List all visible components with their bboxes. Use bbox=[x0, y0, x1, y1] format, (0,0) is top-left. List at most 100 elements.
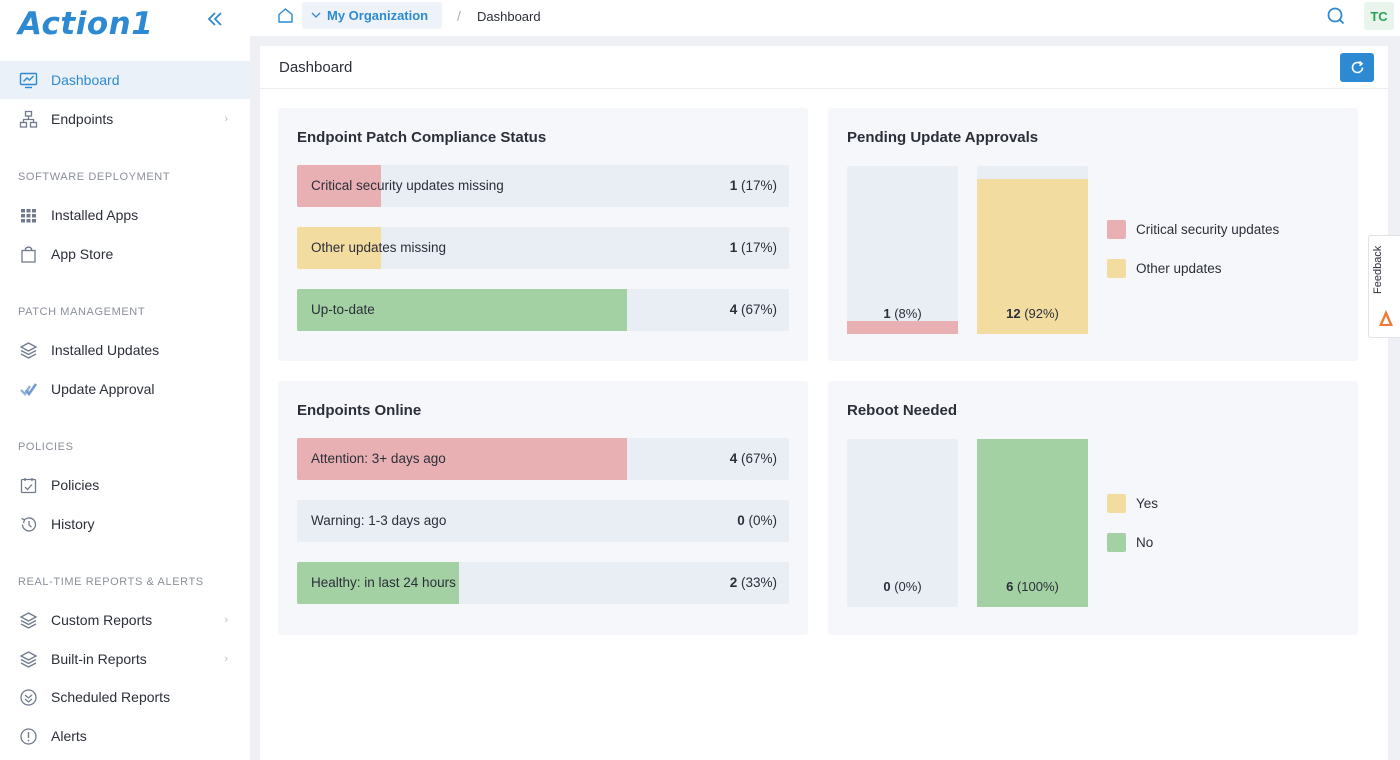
breadcrumb-current: Dashboard bbox=[477, 9, 541, 24]
chevron-right-icon: › bbox=[224, 614, 228, 626]
card-title: Endpoints Online bbox=[297, 402, 422, 419]
brand-logo[interactable]: Action1 bbox=[18, 6, 154, 42]
layers-icon bbox=[19, 611, 38, 630]
bar-fill bbox=[297, 165, 381, 207]
bar-value: 1 (8%) bbox=[883, 306, 922, 321]
pending-approvals-card: Pending Update Approvals 1 (8%) 12 (92%)… bbox=[828, 108, 1358, 361]
online-row-warning[interactable]: Warning: 1-3 days ago 0 (0%) bbox=[297, 500, 789, 542]
legend-swatch bbox=[1107, 533, 1126, 552]
sidebar-item-installed-apps[interactable]: Installed Apps bbox=[0, 196, 250, 234]
top-bar: My Organization / Dashboard TC bbox=[250, 0, 1400, 36]
legend-item: Critical security updates bbox=[1107, 220, 1279, 239]
feedback-label: Feedback bbox=[1372, 245, 1384, 294]
sidebar-item-policies[interactable]: Policies bbox=[0, 466, 250, 504]
sidebar-item-custom-reports[interactable]: Custom Reports › bbox=[0, 601, 250, 639]
breadcrumb-separator: / bbox=[457, 8, 461, 24]
row-label: Attention: 3+ days ago bbox=[311, 451, 446, 466]
sidebar-item-scheduled-reports[interactable]: Scheduled Reports bbox=[0, 678, 250, 716]
sidebar-item-dashboard[interactable]: Dashboard bbox=[0, 61, 250, 99]
chevron-right-icon: › bbox=[224, 653, 228, 665]
sidebar-item-update-approval[interactable]: Update Approval bbox=[0, 370, 250, 408]
sidebar-item-built-in-reports[interactable]: Built-in Reports › bbox=[0, 640, 250, 678]
bar-fill bbox=[297, 289, 627, 331]
page-title: Dashboard bbox=[279, 59, 353, 76]
schedule-icon bbox=[19, 688, 38, 707]
network-icon bbox=[19, 110, 38, 129]
sidebar-item-label: Endpoints bbox=[51, 111, 114, 127]
approval-bar-other[interactable]: 12 (92%) bbox=[977, 166, 1088, 334]
sidebar-item-label: Custom Reports bbox=[51, 612, 153, 628]
compliance-row-up-to-date[interactable]: Up-to-date 4 (67%) bbox=[297, 289, 789, 331]
checklist-icon bbox=[19, 476, 38, 495]
legend-swatch bbox=[1107, 259, 1126, 278]
row-value: 1 (17%) bbox=[729, 240, 777, 255]
legend-label: No bbox=[1136, 535, 1154, 550]
sidebar-item-label: History bbox=[51, 516, 95, 532]
feedback-logo-icon bbox=[1378, 309, 1394, 332]
layers-icon bbox=[19, 341, 38, 360]
sidebar-item-endpoints[interactable]: Endpoints › bbox=[0, 100, 250, 138]
check-double-icon bbox=[19, 380, 38, 399]
bar-fill bbox=[977, 439, 1088, 607]
bar-value: 0 (0%) bbox=[883, 579, 922, 594]
bar-value: 6 (100%) bbox=[1006, 579, 1059, 594]
history-icon bbox=[19, 515, 38, 534]
collapse-sidebar-button[interactable] bbox=[204, 10, 226, 32]
row-label: Up-to-date bbox=[311, 302, 375, 317]
sidebar-item-label: Alerts bbox=[51, 728, 87, 744]
bar-value: 12 (92%) bbox=[1006, 306, 1059, 321]
compliance-row-critical[interactable]: Critical security updates missing 1 (17%… bbox=[297, 165, 789, 207]
compliance-row-other[interactable]: Other updates missing 1 (17%) bbox=[297, 227, 789, 269]
online-row-attention[interactable]: Attention: 3+ days ago 4 (67%) bbox=[297, 438, 789, 480]
main-content: Dashboard Endpoint Patch Compliance Stat… bbox=[260, 46, 1388, 760]
sidebar-item-installed-updates[interactable]: Installed Updates bbox=[0, 331, 250, 369]
sidebar-item-label: Policies bbox=[51, 477, 100, 493]
row-value: 4 (67%) bbox=[729, 302, 777, 317]
feedback-tab[interactable]: Feedback bbox=[1368, 235, 1400, 338]
sidebar-item-alerts[interactable]: Alerts bbox=[0, 717, 250, 755]
home-icon[interactable] bbox=[277, 7, 294, 29]
reboot-bar-yes[interactable]: 0 (0%) bbox=[847, 439, 958, 607]
section-title-patch-management: PATCH MANAGEMENT bbox=[18, 306, 146, 318]
divider bbox=[260, 88, 1388, 89]
refresh-icon bbox=[1351, 60, 1363, 74]
bar-fill bbox=[847, 320, 958, 334]
chevron-right-icon: › bbox=[224, 113, 228, 125]
row-label: Healthy: in last 24 hours bbox=[311, 575, 456, 590]
row-label: Other updates missing bbox=[311, 240, 447, 255]
sidebar-item-app-store[interactable]: App Store bbox=[0, 235, 250, 273]
bag-icon bbox=[19, 245, 38, 264]
legend-item: No bbox=[1107, 533, 1153, 552]
bar-fill bbox=[297, 227, 381, 269]
sidebar-item-label: Installed Apps bbox=[51, 207, 139, 223]
grid-icon bbox=[19, 206, 38, 225]
bar-fill bbox=[977, 179, 1088, 334]
row-label: Critical security updates missing bbox=[311, 178, 504, 193]
legend-label: Critical security updates bbox=[1136, 222, 1280, 237]
search-icon[interactable] bbox=[1326, 6, 1346, 31]
online-row-healthy[interactable]: Healthy: in last 24 hours 2 (33%) bbox=[297, 562, 789, 604]
chevron-down-icon bbox=[310, 7, 322, 28]
organization-name: My Organization bbox=[327, 8, 429, 23]
reboot-needed-card: Reboot Needed 0 (0%) 6 (100%) Yes No bbox=[828, 381, 1358, 635]
section-title-policies: POLICIES bbox=[18, 441, 74, 453]
sidebar: Action1 Dashboard Endpoints › SOFTWARE D… bbox=[0, 0, 250, 760]
endpoints-online-card: Endpoints Online Attention: 3+ days ago … bbox=[278, 381, 808, 635]
sidebar-item-label: Update Approval bbox=[51, 381, 155, 397]
row-value: 1 (17%) bbox=[729, 178, 777, 193]
sidebar-item-history[interactable]: History bbox=[0, 505, 250, 543]
legend-label: Yes bbox=[1136, 496, 1159, 511]
avatar[interactable]: TC bbox=[1364, 2, 1394, 30]
sidebar-item-label: Built-in Reports bbox=[51, 651, 147, 667]
section-title-reports-alerts: REAL-TIME REPORTS & ALERTS bbox=[18, 576, 204, 588]
refresh-button[interactable] bbox=[1340, 53, 1374, 82]
card-title: Reboot Needed bbox=[847, 402, 958, 419]
sidebar-item-label: Scheduled Reports bbox=[51, 689, 171, 705]
section-title-software-deployment: SOFTWARE DEPLOYMENT bbox=[18, 171, 171, 183]
legend-swatch bbox=[1107, 220, 1126, 239]
legend-swatch bbox=[1107, 494, 1126, 513]
approval-bar-critical[interactable]: 1 (8%) bbox=[847, 166, 958, 334]
reboot-bar-no[interactable]: 6 (100%) bbox=[977, 439, 1088, 607]
organization-selector[interactable]: My Organization bbox=[302, 2, 442, 29]
legend-item: Yes bbox=[1107, 494, 1158, 513]
